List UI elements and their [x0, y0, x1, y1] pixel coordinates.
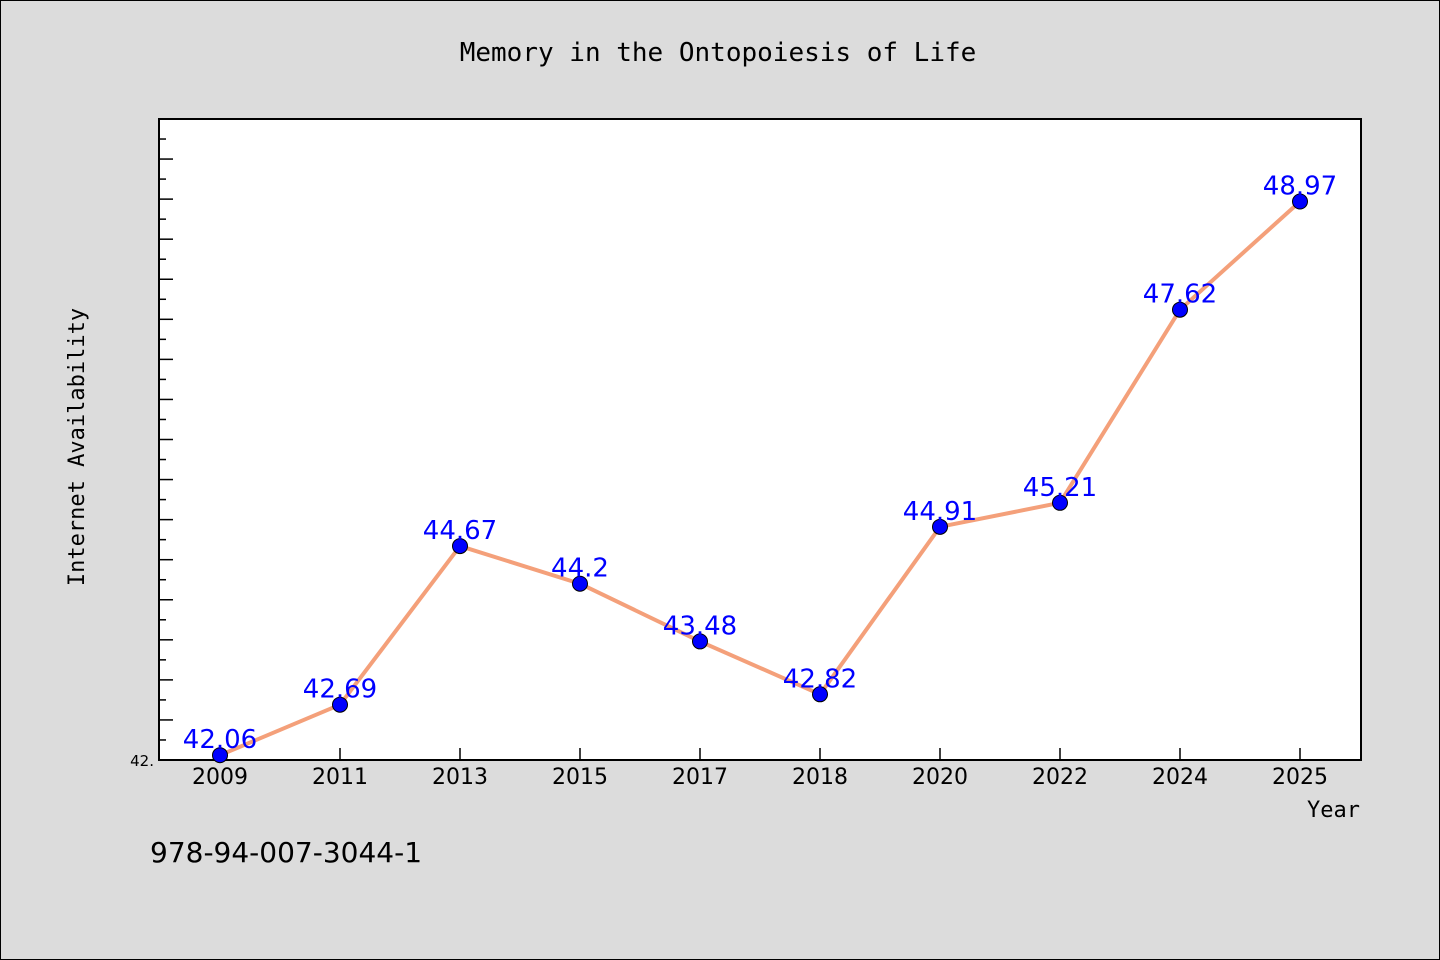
- data-label: 42.06: [183, 725, 257, 755]
- x-tick-label: 2025: [1272, 765, 1328, 790]
- y-axis-label: Internet Availability: [65, 308, 90, 586]
- data-point: [692, 633, 708, 650]
- y-tick-label: 42.: [130, 752, 154, 770]
- x-tick-label: 2020: [912, 765, 968, 790]
- data-labels: 42.06 42.69 44.67 44.2 43.48 42.82 44.91 45.21 4…: [183, 172, 1337, 756]
- data-label: 44.2: [551, 554, 609, 584]
- x-tick-label: 2013: [432, 765, 488, 790]
- data-label: 48.97: [1263, 172, 1337, 202]
- x-tick-label: 2022: [1032, 765, 1088, 790]
- data-label: 44.67: [423, 516, 497, 546]
- plot-area: [158, 118, 1362, 761]
- x-tick-label: 2018: [792, 765, 848, 790]
- data-label: 45.21: [1023, 473, 1097, 503]
- y-axis-ticks: [159, 138, 173, 761]
- x-tick-label: 2009: [192, 765, 248, 790]
- data-point: [1172, 301, 1188, 318]
- data-label: 42.82: [783, 664, 857, 694]
- isbn-text: 978-94-007-3044-1: [150, 836, 422, 869]
- series-line: [218, 199, 1302, 758]
- data-label: 47.62: [1143, 280, 1217, 310]
- x-axis-label: Year: [1307, 798, 1360, 823]
- x-tick-label: 2015: [552, 765, 608, 790]
- chart-title: Memory in the Ontopoiesis of Life: [460, 38, 977, 68]
- x-tick-label: 2024: [1152, 765, 1208, 790]
- data-point: [1052, 494, 1068, 511]
- data-point: [932, 518, 948, 535]
- data-point: [332, 696, 348, 713]
- data-point: [812, 686, 828, 703]
- data-label: 43.48: [663, 611, 737, 641]
- data-point: [452, 538, 468, 555]
- x-tick-label: 2011: [312, 765, 368, 790]
- data-point: [1292, 193, 1308, 210]
- data-point: [212, 747, 228, 764]
- data-point: [572, 575, 588, 592]
- data-points: [212, 193, 1308, 764]
- data-label: 44.91: [903, 497, 977, 527]
- x-axis-ticks: 2009 2011 2013 2015 2017 2018 2020 2022 2024 2025: [192, 748, 1328, 790]
- x-tick-label: 2017: [672, 765, 728, 790]
- data-label: 42.69: [303, 675, 377, 705]
